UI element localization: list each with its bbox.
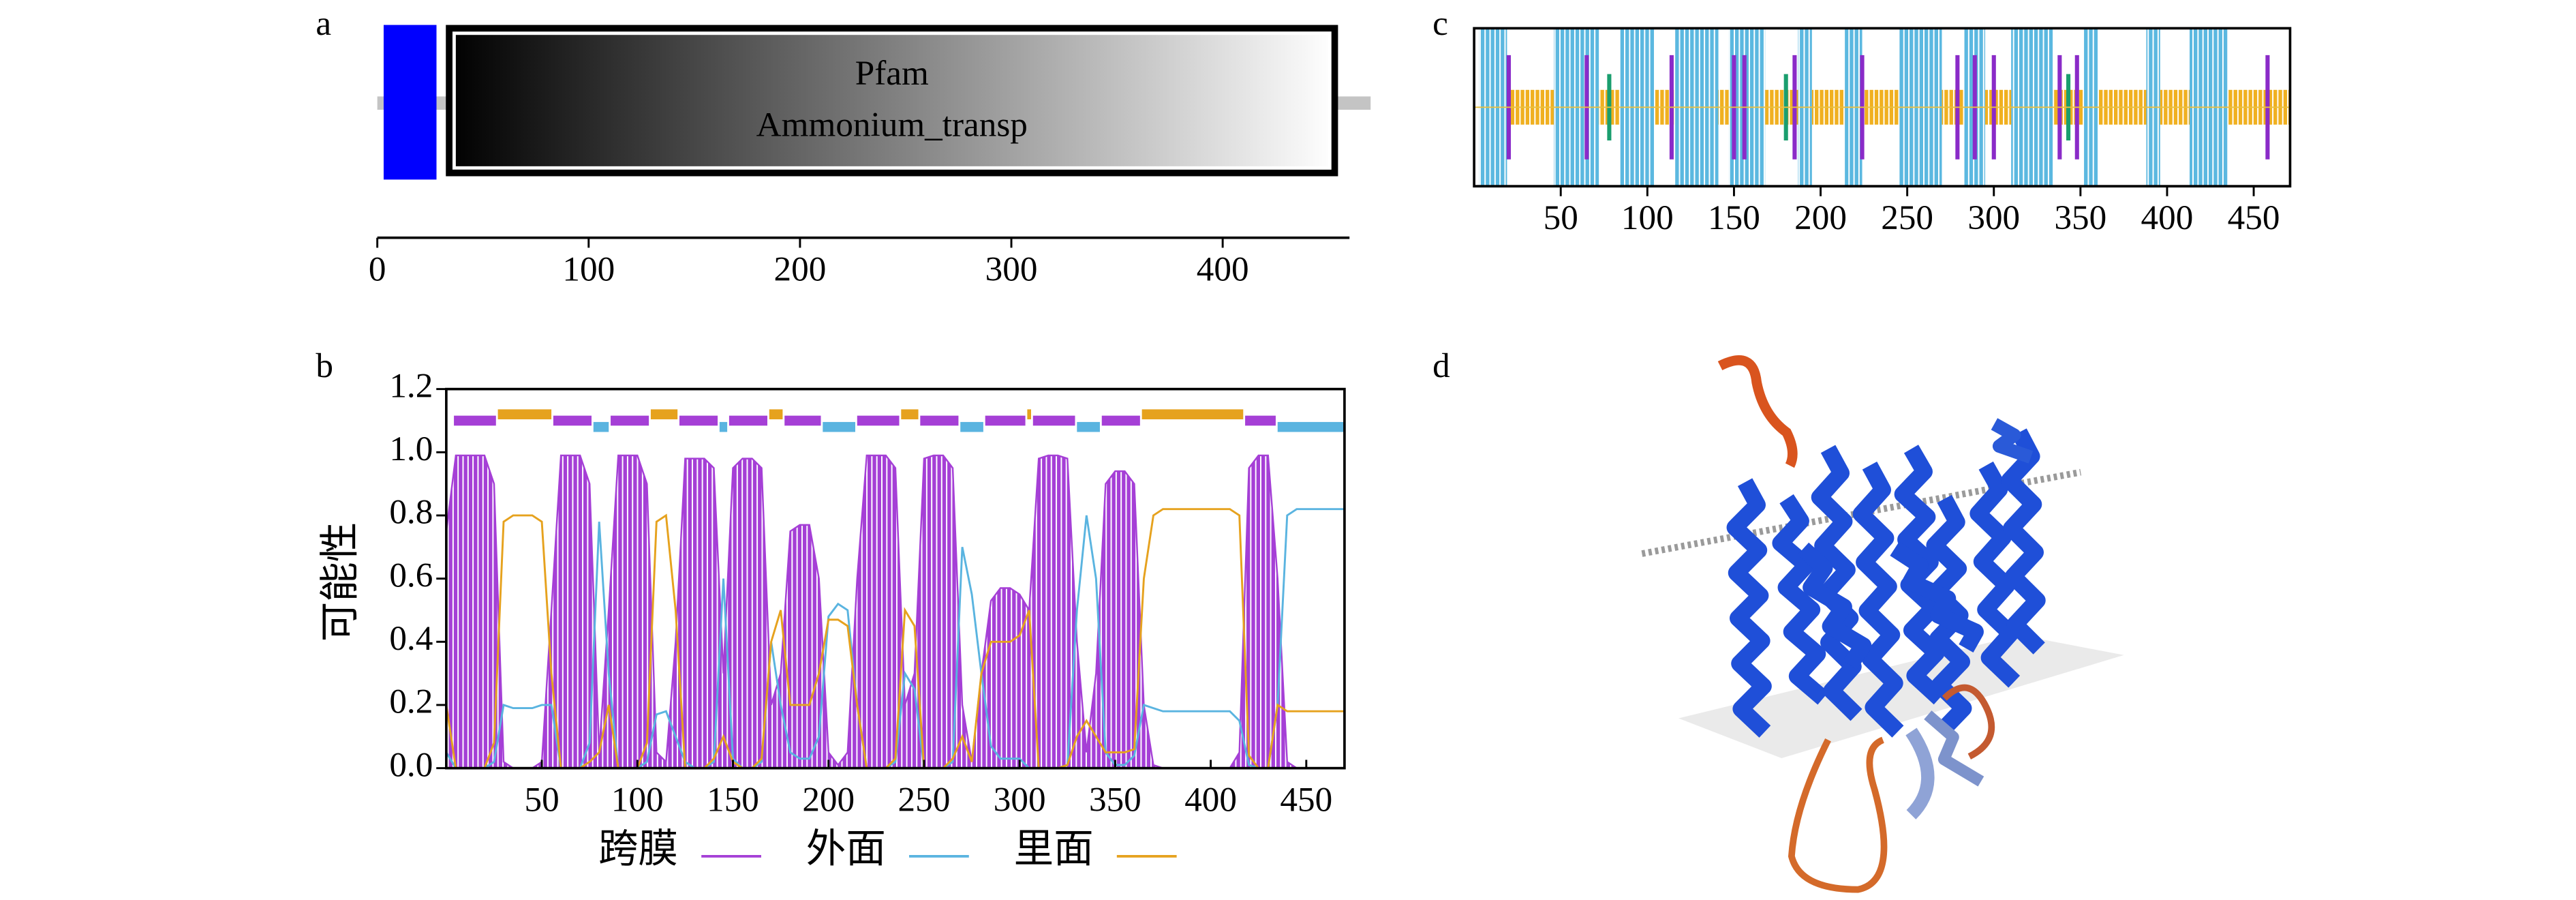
x-tick-label: 100 [562, 250, 615, 289]
loop [1788, 736, 1888, 893]
legend-label: 外面 [806, 826, 886, 871]
x-tick-label: 200 [774, 250, 827, 289]
domain-label: Ammonium_transp [756, 106, 1028, 145]
y-axis-label: 可能性 [318, 522, 362, 642]
topology-segment [901, 409, 919, 420]
helix [1924, 710, 1984, 787]
protein-structure [1641, 355, 2124, 893]
x-tick-label: 0 [369, 250, 386, 289]
loop [1942, 684, 1995, 760]
topology-segment [920, 415, 959, 426]
x-tick-label: 400 [2141, 198, 2194, 237]
y-tick-label: 1.2 [389, 366, 433, 405]
loop [1905, 728, 1935, 820]
y-tick-label: 0.4 [389, 619, 433, 658]
topology-segment [784, 415, 821, 426]
y-tick-label: 0.8 [389, 493, 433, 532]
x-tick-label: 100 [611, 781, 664, 820]
topology-segment [1141, 409, 1244, 420]
area [445, 454, 1345, 769]
topology-segment [719, 421, 728, 432]
helix [1969, 461, 2021, 688]
topology-segment [497, 409, 552, 420]
y-tick-label: 0.2 [389, 682, 433, 721]
topology-segment [611, 415, 649, 426]
x-tick-label: 150 [707, 781, 759, 820]
topology-segment [553, 415, 592, 426]
y-tick-label: 0.6 [389, 556, 433, 595]
membrane-plane [1678, 635, 2124, 758]
x-tick-label: 250 [898, 781, 951, 820]
domain-box [446, 25, 1338, 177]
x-tick-label: 100 [1621, 198, 1674, 237]
topology-segment [679, 415, 718, 426]
x-tick-label: 450 [1280, 781, 1332, 820]
helix [1811, 445, 1862, 721]
helix [1797, 542, 1872, 670]
topology-segment [857, 415, 900, 426]
topology-segment [1277, 421, 1345, 432]
plot-frame [1473, 27, 2292, 188]
line [445, 508, 1345, 770]
panel-label: b [316, 346, 333, 385]
topology-segment [960, 421, 983, 432]
panel-label: c [1432, 4, 1448, 43]
topology-segment [1027, 409, 1031, 420]
legend-label: 跨膜 [598, 826, 678, 871]
x-tick-label: 50 [524, 781, 559, 820]
helix [1726, 478, 1772, 738]
topology-segment [985, 415, 1026, 426]
x-tick-label: 200 [1794, 198, 1847, 237]
x-tick-label: 250 [1881, 198, 1933, 237]
helix [1890, 541, 1984, 653]
x-tick-label: 300 [1967, 198, 2020, 237]
legend-label: 里面 [1014, 826, 1094, 871]
x-tick-label: 300 [985, 250, 1038, 289]
topology-segment [769, 409, 783, 420]
helix [1772, 494, 1829, 705]
topology-segment [823, 421, 855, 432]
domain-box [383, 25, 437, 180]
x-tick-label: 400 [1197, 250, 1249, 289]
helix [1991, 418, 2034, 464]
topology-segment [1101, 415, 1140, 426]
x-tick-label: 300 [994, 781, 1046, 820]
x-tick-label: 350 [2054, 198, 2106, 237]
topology-segment [454, 415, 496, 426]
domain-inner-border [452, 31, 1332, 170]
line [445, 508, 1345, 770]
x-tick-label: 150 [1708, 198, 1760, 237]
x-tick-label: 50 [1544, 198, 1578, 237]
x-tick-label: 350 [1089, 781, 1141, 820]
y-tick-label: 0.0 [389, 745, 433, 784]
domain-name: Pfam [855, 54, 929, 93]
panel-label: d [1432, 346, 1450, 385]
helix [2001, 428, 2046, 655]
x-tick-label: 450 [2228, 198, 2280, 237]
panel-label: a [316, 4, 331, 43]
membrane-plane [1641, 468, 2082, 557]
topology-segment [1245, 415, 1276, 426]
y-tick-label: 1.0 [389, 430, 433, 468]
x-tick-label: 200 [802, 781, 855, 820]
topology-segment [593, 421, 609, 432]
loop [1717, 355, 1798, 468]
topology-segment [1032, 415, 1075, 426]
helix [1852, 461, 1904, 738]
helix-group [1726, 418, 2046, 787]
topology-segment [729, 415, 767, 426]
topology-segment [1077, 421, 1100, 432]
x-tick-label: 400 [1184, 781, 1237, 820]
topology-segment [650, 409, 678, 420]
